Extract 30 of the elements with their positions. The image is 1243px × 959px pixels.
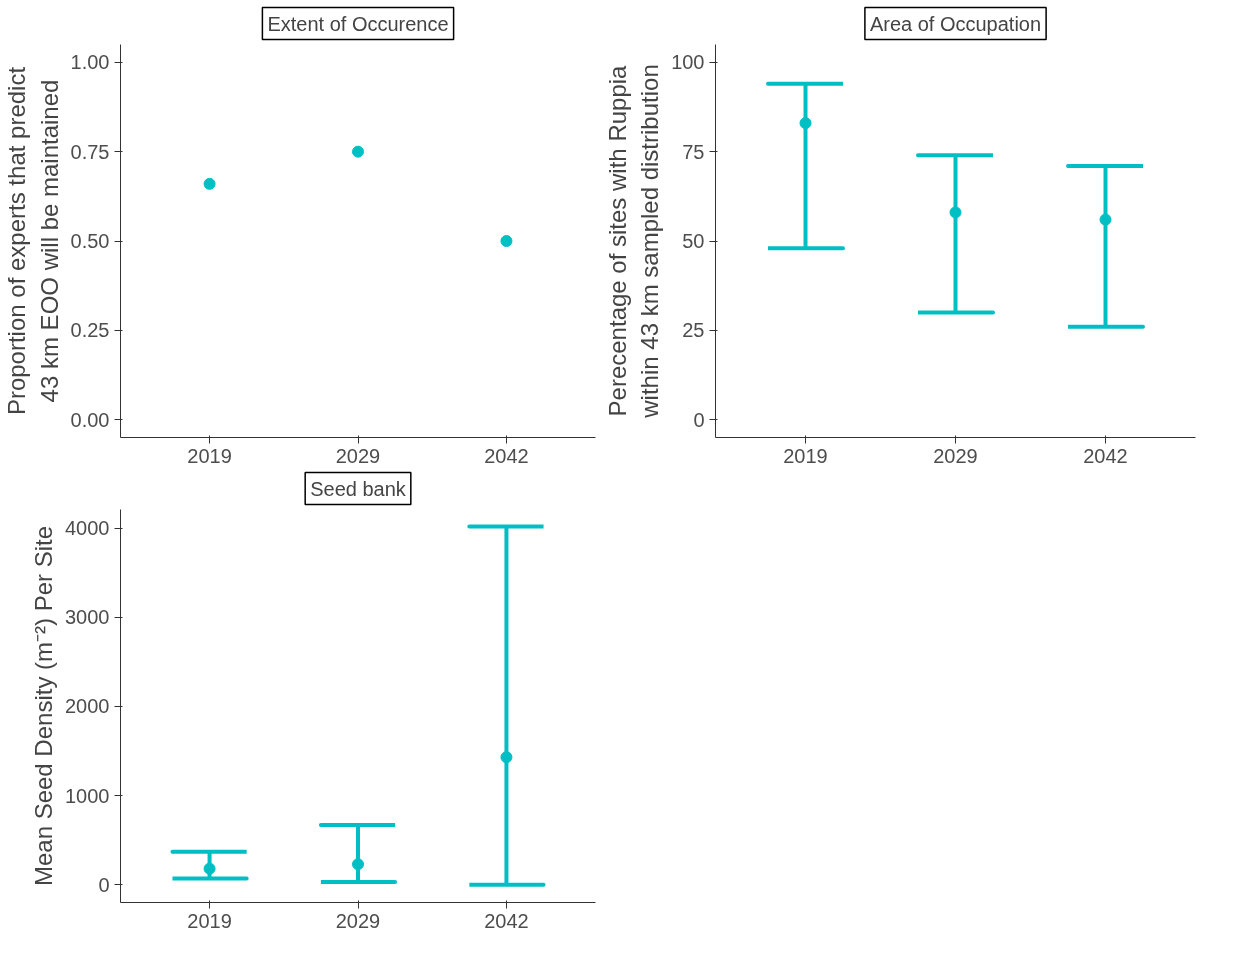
y-tick-label: 0 [693, 408, 705, 431]
y-tick-label: 2000 [65, 695, 110, 718]
y-tick-label: 25 [682, 319, 705, 342]
y-axis-title: Mean Seed Density (m⁻²) Per Site [30, 525, 58, 887]
x-tick-label: 2019 [187, 909, 232, 932]
y-tick-label: 1.00 [70, 51, 110, 74]
y-tick-label: 0.75 [70, 140, 110, 163]
y-tick-label: 0.00 [70, 408, 110, 431]
x-tick-label: 2042 [1083, 444, 1128, 467]
x-tick-label: 2019 [187, 444, 232, 467]
chart-title: Seed bank [310, 477, 407, 500]
y-axis-title: Proportion of experts that predict 43 km EOO will be maintained [3, 66, 63, 416]
x-tick-label: 2029 [335, 909, 381, 932]
chart-title: Extent of Occurence [267, 12, 449, 35]
x-tick-label: 2042 [484, 444, 529, 467]
y-tick-label: 0.50 [70, 230, 110, 252]
y-tick-label: 50 [682, 230, 705, 252]
y-tick-label: 0 [98, 873, 110, 896]
y-tick-label: 100 [671, 51, 705, 74]
y-axis-title: Perecentage of sites with Ruppia within 43 km sampled distribution [603, 64, 664, 419]
y-tick-label: 1000 [65, 784, 110, 807]
x-tick-label: 2029 [335, 444, 381, 467]
y-tick-label: 4000 [65, 517, 110, 540]
x-tick-label: 2042 [484, 909, 529, 932]
chart-title: Area of Occupation [869, 12, 1042, 35]
x-tick-label: 2019 [783, 444, 828, 467]
y-tick-label: 75 [682, 140, 705, 163]
y-tick-label: 3000 [65, 606, 110, 629]
y-tick-label: 0.25 [70, 319, 110, 342]
x-tick-label: 2029 [933, 444, 978, 467]
